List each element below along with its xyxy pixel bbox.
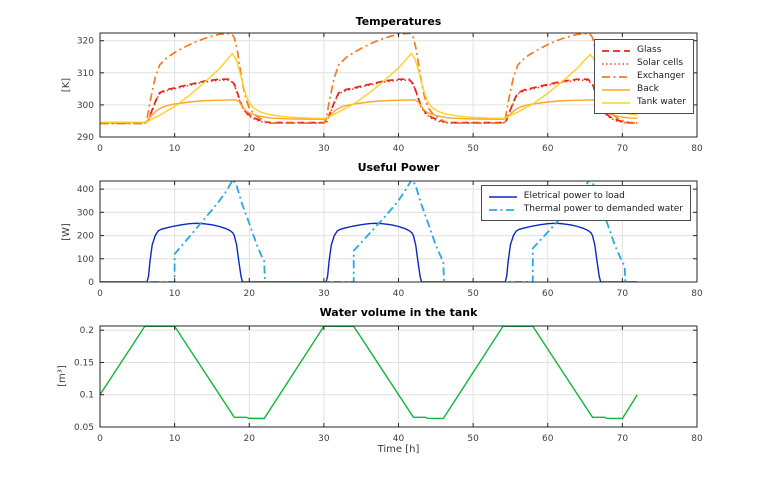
tick-marks (99, 326, 698, 428)
svg-text:30: 30 (318, 434, 330, 444)
legend-label: Thermal power to demanded water (523, 204, 683, 214)
svg-text:0: 0 (97, 289, 103, 299)
legend-temperatures: Glass Solar cells Exchanger Back Tank water (594, 39, 694, 114)
svg-text:10: 10 (169, 144, 181, 154)
svg-text:70: 70 (617, 144, 629, 154)
svg-text:50: 50 (467, 289, 479, 299)
legend-line-sample (602, 49, 631, 52)
svg-text:20: 20 (244, 289, 256, 299)
svg-text:60: 60 (542, 289, 554, 299)
y-axis-label-kelvin: [K] (61, 77, 72, 93)
svg-text:290: 290 (77, 133, 94, 143)
svg-text:300: 300 (77, 101, 94, 111)
chart-title-water-volume: Water volume in the tank (319, 306, 478, 319)
legend-line-sample (488, 195, 517, 198)
legend-line-sample (602, 101, 631, 104)
svg-text:60: 60 (542, 144, 554, 154)
series-group (100, 326, 638, 420)
tick-labels: 0 10 20 30 40 50 60 70 80 0.05 0.1 0.15 0.2 (74, 326, 703, 444)
legend-item-tank-water: Tank water (601, 96, 686, 109)
svg-text:70: 70 (617, 289, 629, 299)
legend-label: Tank water (637, 97, 686, 107)
series-thermal-power-to-demanded-water (100, 181, 638, 282)
tick-labels: 0 10 20 30 40 50 60 70 80 290 300 310 320 (77, 37, 703, 154)
legend-line-sample (602, 62, 631, 65)
svg-text:0.1: 0.1 (80, 391, 94, 401)
chart-title-temperatures: Temperatures (355, 15, 442, 28)
legend-line-sample (602, 75, 631, 78)
legend-item-exchanger: Exchanger (601, 70, 686, 83)
legend-useful-power: Eletrical power to load Thermal power to … (480, 185, 691, 221)
svg-text:300: 300 (77, 208, 94, 218)
svg-text:60: 60 (542, 434, 554, 444)
legend-label: Eletrical power to load (523, 191, 625, 201)
grid (100, 326, 697, 427)
legend-label: Solar cells (637, 58, 684, 68)
svg-text:50: 50 (467, 434, 479, 444)
legend-item-thermal-power-to-demanded-water: Thermal power to demanded water (488, 203, 683, 216)
x-axis-label-time: Time [h] (377, 444, 420, 455)
legend-label: Exchanger (637, 71, 685, 81)
svg-text:30: 30 (318, 144, 330, 154)
legend-item-back: Back (601, 83, 686, 96)
legend-item-eletrical-power-to-load: Eletrical power to load (488, 190, 683, 203)
series-group (100, 33, 638, 125)
svg-text:0.2: 0.2 (80, 326, 94, 336)
svg-text:0.15: 0.15 (74, 358, 94, 368)
legend-item-glass: Glass (601, 44, 686, 57)
series-water-volume (100, 326, 638, 420)
chart-title-useful-power: Useful Power (357, 161, 440, 174)
svg-text:310: 310 (77, 69, 94, 79)
y-axis-label-watt: [W] (61, 223, 72, 241)
svg-text:0.05: 0.05 (74, 423, 94, 433)
svg-text:0: 0 (97, 434, 103, 444)
legend-label: Glass (637, 45, 662, 55)
y-axis-label-cubic-meter: [m³] (57, 365, 68, 387)
svg-text:400: 400 (77, 185, 94, 195)
svg-text:10: 10 (169, 289, 181, 299)
series-eletrical-power-to-load (100, 222, 638, 282)
legend-line-sample (488, 208, 517, 211)
series-group (100, 181, 638, 282)
svg-text:70: 70 (617, 434, 629, 444)
svg-text:20: 20 (244, 144, 256, 154)
legend-line-sample (602, 88, 631, 91)
svg-text:20: 20 (244, 434, 256, 444)
svg-text:40: 40 (393, 144, 405, 154)
svg-text:80: 80 (691, 144, 703, 154)
svg-text:50: 50 (467, 144, 479, 154)
series-solar-cells (100, 79, 638, 124)
series-glass (100, 78, 638, 124)
series-exchanger (100, 33, 638, 125)
svg-text:40: 40 (393, 434, 405, 444)
svg-text:100: 100 (77, 255, 94, 265)
legend-item-solar-cells: Solar cells (601, 57, 686, 70)
svg-text:0: 0 (88, 278, 94, 288)
svg-text:0: 0 (97, 144, 103, 154)
svg-text:10: 10 (169, 434, 181, 444)
legend-label: Back (637, 84, 659, 94)
svg-text:80: 80 (691, 434, 703, 444)
tick-labels: 0 10 20 30 40 50 60 70 80 0 100 200 300 400 (77, 185, 703, 299)
series-tank-water (100, 52, 638, 123)
svg-text:30: 30 (318, 289, 330, 299)
svg-text:320: 320 (77, 37, 94, 47)
svg-text:80: 80 (691, 289, 703, 299)
svg-text:40: 40 (393, 289, 405, 299)
series-back (100, 99, 638, 123)
svg-text:200: 200 (77, 232, 94, 242)
tick-marks (99, 181, 698, 283)
